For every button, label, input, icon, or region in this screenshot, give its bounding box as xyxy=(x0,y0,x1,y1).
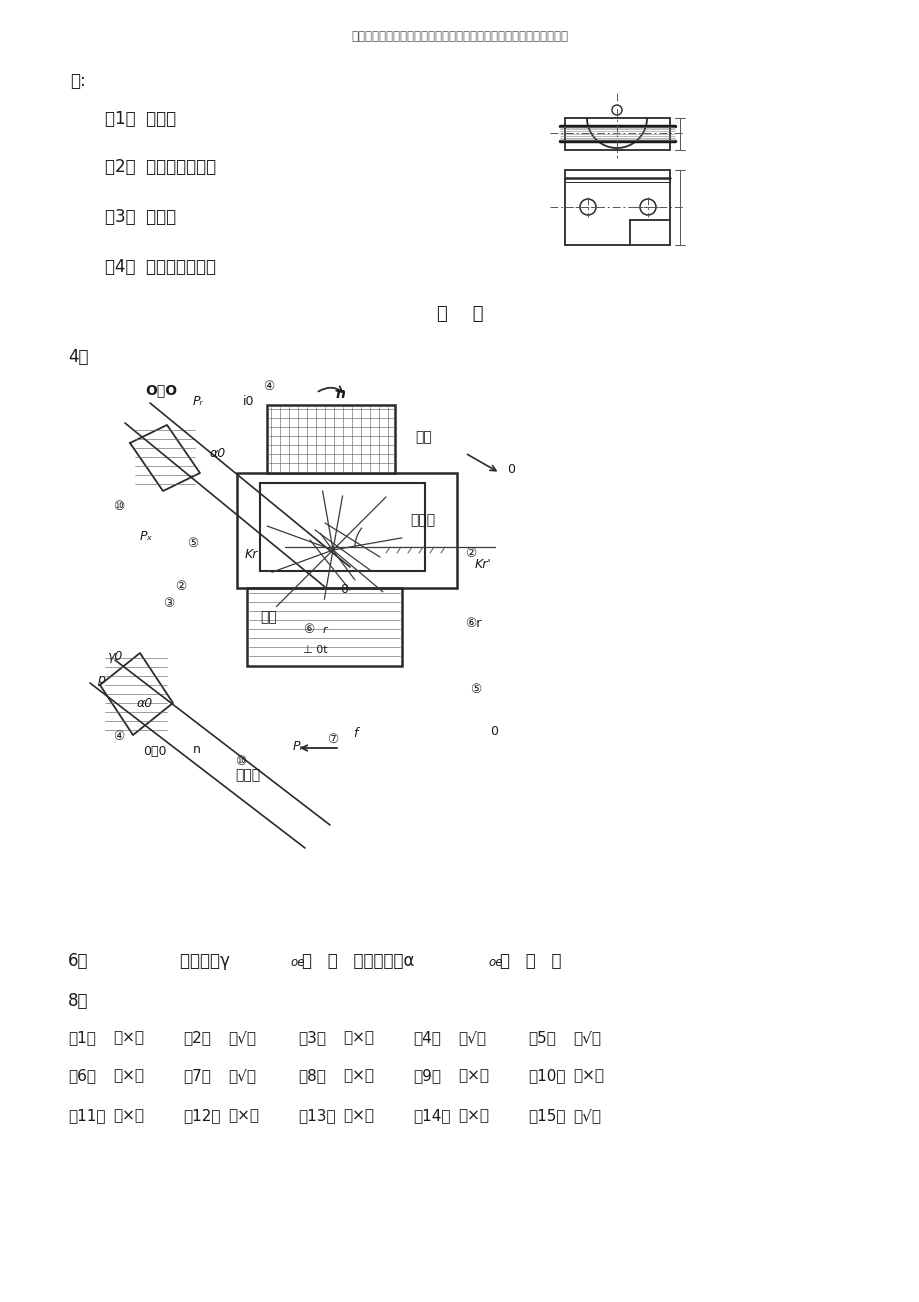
Text: 6、: 6、 xyxy=(68,952,88,970)
Text: （12）: （12） xyxy=(183,1108,221,1124)
Text: 下    编: 下 编 xyxy=(437,305,482,323)
Text: （4）  冲立壁的二孔。: （4） 冲立壁的二孔。 xyxy=(105,258,216,276)
Text: 答:: 答: xyxy=(70,72,85,90)
Text: Pᵣ: Pᵣ xyxy=(193,395,203,408)
Text: 镗孔刀: 镗孔刀 xyxy=(410,513,435,527)
Text: 工件: 工件 xyxy=(414,430,431,444)
Text: 镗孔: 镗孔 xyxy=(260,611,277,624)
Text: （1）: （1） xyxy=(68,1030,96,1046)
Text: α0: α0 xyxy=(210,447,226,460)
Text: （3）  弯曲；: （3） 弯曲； xyxy=(105,208,176,227)
Text: oe: oe xyxy=(487,956,502,969)
Bar xyxy=(260,483,425,572)
Bar xyxy=(237,473,457,589)
Text: 8、: 8、 xyxy=(68,992,88,1010)
Text: ④: ④ xyxy=(113,730,124,743)
Text: γ0: γ0 xyxy=(107,650,122,663)
Text: i0: i0 xyxy=(243,395,255,408)
Text: ③: ③ xyxy=(163,598,174,611)
Text: 0: 0 xyxy=(506,464,515,477)
Text: ⑤: ⑤ xyxy=(187,536,198,549)
Text: （4）: （4） xyxy=(413,1030,440,1046)
Text: （13）: （13） xyxy=(298,1108,335,1124)
Text: 4、: 4、 xyxy=(68,348,88,366)
Text: （10）: （10） xyxy=(528,1068,565,1083)
Text: （×）: （×） xyxy=(573,1068,604,1083)
Text: （×）: （×） xyxy=(458,1068,489,1083)
Text: Kr': Kr' xyxy=(474,559,492,572)
Text: n: n xyxy=(335,387,346,401)
Bar xyxy=(267,405,394,473)
Text: ⑦: ⑦ xyxy=(326,733,338,746)
Text: ⑥: ⑥ xyxy=(302,622,314,635)
Text: （14）: （14） xyxy=(413,1108,450,1124)
Text: n: n xyxy=(193,743,200,756)
Text: （   ＋   ）工作后角α: （ ＋ ）工作后角α xyxy=(301,952,414,970)
Text: α0: α0 xyxy=(137,697,153,710)
Text: （×）: （×） xyxy=(113,1108,144,1124)
Text: （   －   ）: （ － ） xyxy=(499,952,561,970)
Text: （×）: （×） xyxy=(343,1030,374,1046)
Text: （3）: （3） xyxy=(298,1030,325,1046)
Text: （8）: （8） xyxy=(298,1068,325,1083)
Text: 0: 0 xyxy=(340,583,347,596)
Text: （×）: （×） xyxy=(343,1068,374,1083)
Text: （√）: （√） xyxy=(228,1068,255,1083)
Text: f: f xyxy=(353,727,357,740)
Text: ②: ② xyxy=(175,579,186,592)
Text: 0－0: 0－0 xyxy=(142,745,166,758)
Text: 铣平面: 铣平面 xyxy=(234,768,260,783)
Text: ⑥r: ⑥r xyxy=(464,617,481,630)
Text: （9）: （9） xyxy=(413,1068,440,1083)
Text: oe: oe xyxy=(289,956,304,969)
Text: 资料内容仅供您学习参考，如有不当或者侵权，请联系改正或者删除。: 资料内容仅供您学习参考，如有不当或者侵权，请联系改正或者删除。 xyxy=(351,30,568,43)
Text: ⑩: ⑩ xyxy=(113,500,124,513)
Text: （2）: （2） xyxy=(183,1030,210,1046)
Text: ④: ④ xyxy=(263,380,274,393)
Text: （×）: （×） xyxy=(228,1108,259,1124)
Text: （×）: （×） xyxy=(458,1108,489,1124)
Text: 工作前角γ: 工作前角γ xyxy=(138,952,230,970)
Text: ②: ② xyxy=(464,547,476,560)
Text: （6）: （6） xyxy=(68,1068,96,1083)
Text: p: p xyxy=(96,673,105,686)
Text: （15）: （15） xyxy=(528,1108,565,1124)
Text: r: r xyxy=(323,625,327,635)
Text: ⑤: ⑤ xyxy=(470,684,481,697)
Text: （5）: （5） xyxy=(528,1030,555,1046)
Text: （×）: （×） xyxy=(113,1068,144,1083)
Text: （√）: （√） xyxy=(573,1030,600,1046)
Text: （1）  落料；: （1） 落料； xyxy=(105,109,176,128)
Text: （11）: （11） xyxy=(68,1108,106,1124)
Text: （7）: （7） xyxy=(183,1068,210,1083)
Text: ⑩: ⑩ xyxy=(234,755,246,768)
Text: （×）: （×） xyxy=(113,1030,144,1046)
Text: ⊥ 0t: ⊥ 0t xyxy=(302,644,327,655)
Text: Kr: Kr xyxy=(244,548,258,561)
Text: （√）: （√） xyxy=(228,1030,255,1046)
Text: （√）: （√） xyxy=(458,1030,485,1046)
Text: O－O: O－O xyxy=(145,383,177,397)
Text: Pₓ: Pₓ xyxy=(140,530,153,543)
Text: （2）  冲底板的二孔；: （2） 冲底板的二孔； xyxy=(105,158,216,176)
Bar xyxy=(246,589,402,667)
Text: Pᵣ: Pᵣ xyxy=(292,740,303,753)
Text: 0: 0 xyxy=(490,725,497,738)
Text: （×）: （×） xyxy=(343,1108,374,1124)
Text: （√）: （√） xyxy=(573,1108,600,1124)
